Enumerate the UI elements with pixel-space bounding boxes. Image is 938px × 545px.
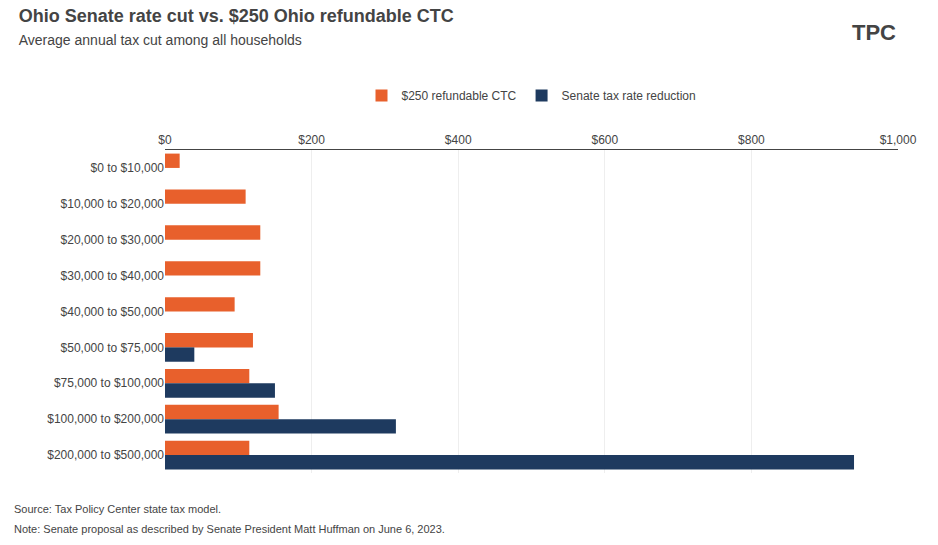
svg-text:$75,000 to $100,000: $75,000 to $100,000 xyxy=(54,376,164,390)
svg-text:$200,000 to $500,000: $200,000 to $500,000 xyxy=(47,448,164,462)
svg-text:$100,000 to $200,000: $100,000 to $200,000 xyxy=(47,412,164,426)
svg-text:TPC: TPC xyxy=(852,20,896,45)
svg-text:Source: Tax Policy Center stat: Source: Tax Policy Center state tax mode… xyxy=(14,503,221,515)
svg-text:$200: $200 xyxy=(298,133,325,147)
svg-text:$0: $0 xyxy=(158,133,172,147)
svg-text:$20,000 to $30,000: $20,000 to $30,000 xyxy=(61,233,165,247)
svg-text:$1,000: $1,000 xyxy=(880,133,917,147)
svg-text:$10,000 to $20,000: $10,000 to $20,000 xyxy=(61,197,165,211)
svg-text:Note: Senate proposal as descr: Note: Senate proposal as described by Se… xyxy=(14,523,445,535)
svg-text:$50,000 to $75,000: $50,000 to $75,000 xyxy=(61,341,165,355)
svg-text:$600: $600 xyxy=(591,133,618,147)
svg-text:$0 to $10,000: $0 to $10,000 xyxy=(91,161,165,175)
svg-text:Ohio Senate rate cut vs. $250: Ohio Senate rate cut vs. $250 Ohio refun… xyxy=(19,6,454,48)
svg-text:$40,000 to $50,000: $40,000 to $50,000 xyxy=(61,305,165,319)
svg-text:$400: $400 xyxy=(445,133,472,147)
svg-text:$250 refundable CTC: $250 refundable CTC xyxy=(402,89,517,103)
svg-text:$30,000 to $40,000: $30,000 to $40,000 xyxy=(61,269,165,283)
svg-text:Senate tax rate reduction: Senate tax rate reduction xyxy=(562,89,696,103)
svg-text:$800: $800 xyxy=(738,133,765,147)
